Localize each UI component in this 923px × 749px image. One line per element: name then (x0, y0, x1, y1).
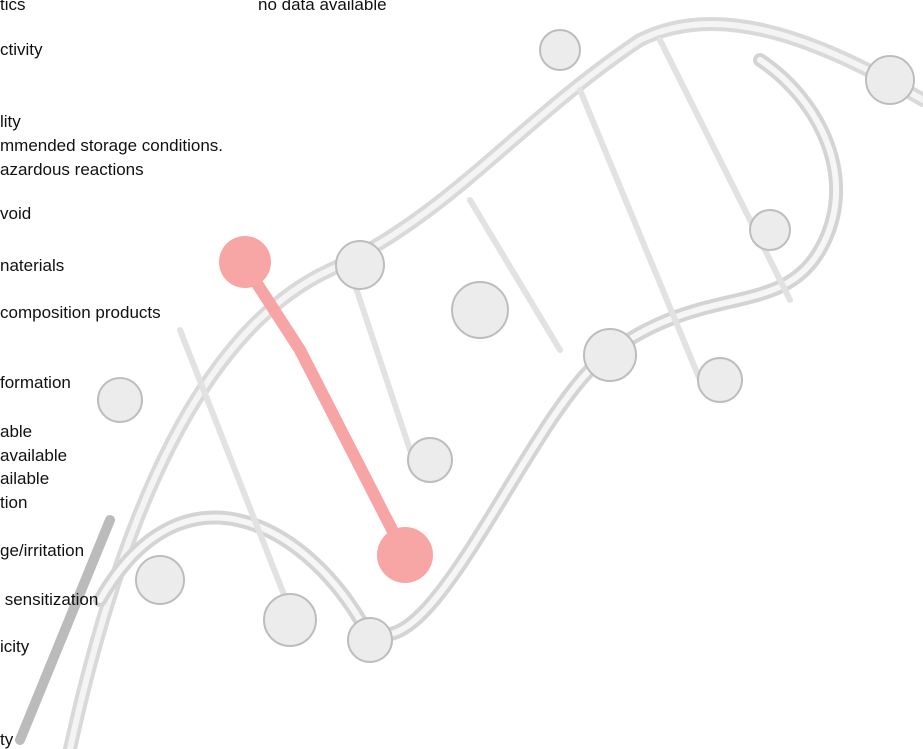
text-line: naterials (0, 256, 65, 275)
text-line: sensitization (0, 590, 99, 609)
text-line: ge/irritation (0, 541, 85, 560)
text-line: azardous reactions (0, 160, 144, 179)
text-line: mmended storage conditions. (0, 136, 224, 155)
text-line: tion (0, 493, 28, 512)
text-line: available (0, 446, 68, 465)
text-line: tics (0, 0, 26, 14)
text-line: ty (0, 730, 14, 749)
text-line: icity (0, 637, 30, 656)
text-line: void (0, 204, 32, 223)
text-line: able (0, 422, 33, 441)
text-line: composition products (0, 303, 161, 322)
text-line: ailable (0, 469, 50, 488)
text-line: lity (0, 112, 21, 131)
text-line: formation (0, 373, 71, 392)
text-line: ctivity (0, 40, 43, 59)
value-text: no data available (258, 0, 387, 14)
